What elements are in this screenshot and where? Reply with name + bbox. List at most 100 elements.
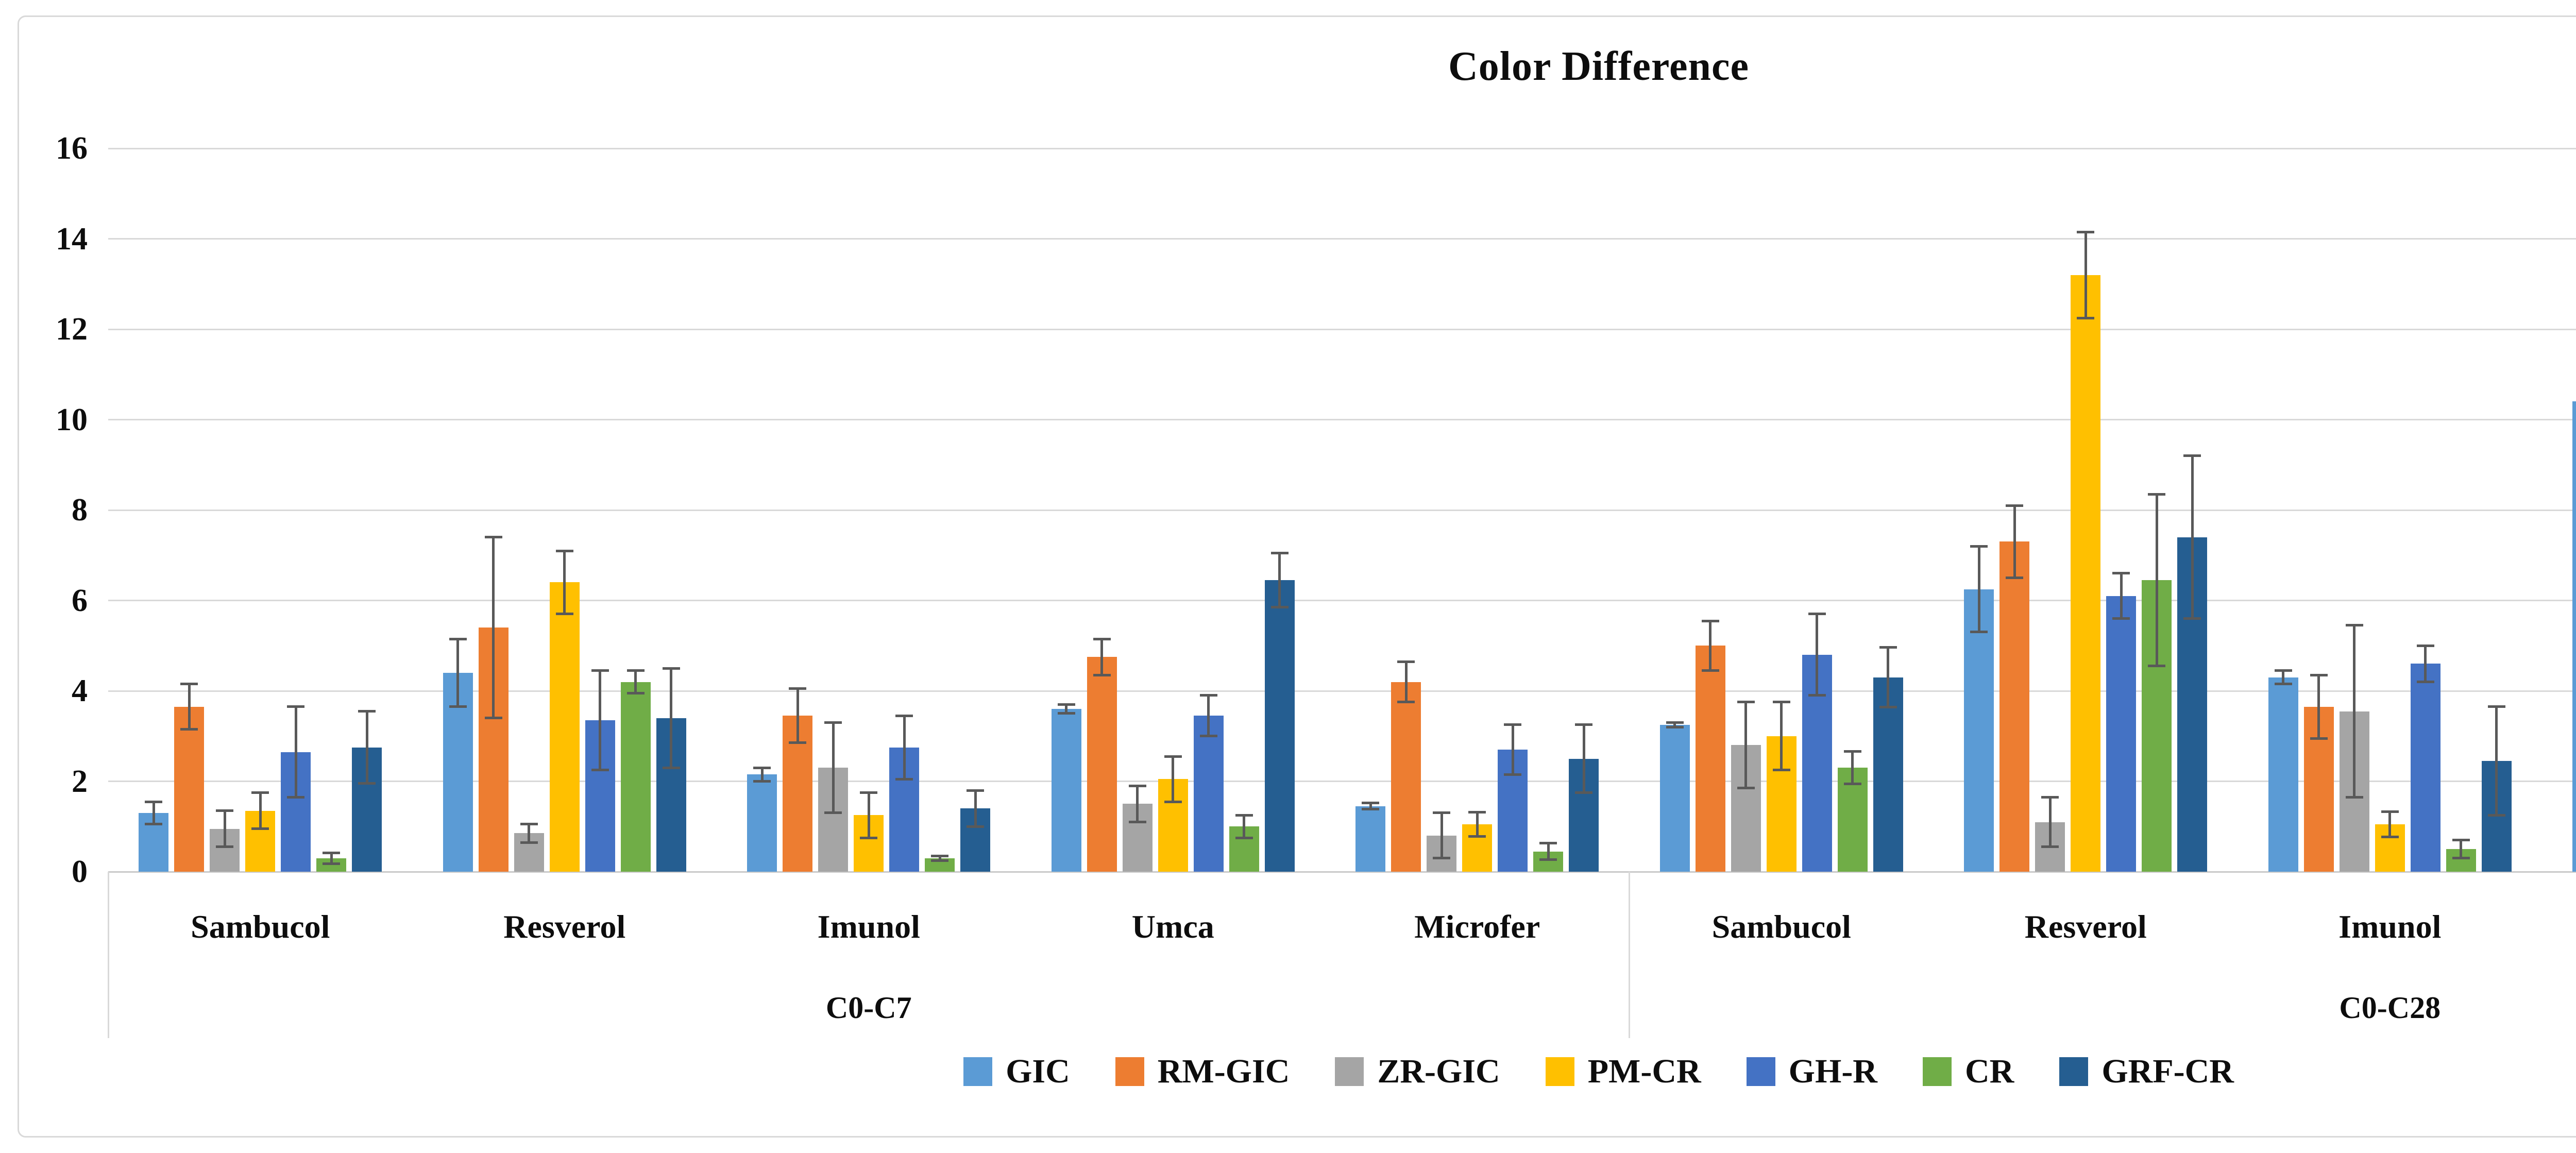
error-bar-GIC-C0-C7-Resverol xyxy=(456,639,460,707)
error-cap-top-RM-GIC-C0-C28-Resverol xyxy=(2006,504,2024,507)
error-cap-bottom-GIC-C0-C7-Resverol xyxy=(449,705,467,708)
category-label-C0-C7-Umca: Umca xyxy=(1131,908,1214,945)
error-cap-bottom-GIC-C0-C7-Sambucol xyxy=(145,823,163,826)
error-bar-GIC-C0-C7-Imunol xyxy=(760,768,764,782)
error-cap-top-GIC-C0-C7-Sambucol xyxy=(145,800,163,803)
gridline-8 xyxy=(108,509,2576,511)
error-cap-bottom-GRF-CR-C0-C7-Umca xyxy=(1270,606,1289,609)
error-cap-top-ZR-GIC-C0-C28-Sambucol xyxy=(1737,701,1755,704)
y-axis-tick-6: 6 xyxy=(72,583,88,618)
y-axis-tick-16: 16 xyxy=(56,131,88,166)
error-bar-RM-GIC-C0-C7-Sambucol xyxy=(188,684,191,730)
bar-GIC-C0-C7-Microfer xyxy=(1355,806,1386,872)
legend-label-GIC: GIC xyxy=(1006,1053,1070,1090)
error-bar-CR-C0-C7-Imunol xyxy=(938,856,941,861)
legend-label-CR: CR xyxy=(1964,1053,2014,1090)
error-bar-GIC-C0-C28-Sambucol xyxy=(1673,722,1676,727)
error-cap-top-GRF-CR-C0-C28-Resverol xyxy=(2183,454,2201,457)
legend-item-CR: CR xyxy=(1922,1052,2014,1091)
error-bar-ZR-GIC-C0-C7-Microfer xyxy=(1440,812,1443,858)
group-label-C0-C28: C0-C28 xyxy=(2339,991,2441,1025)
legend-label-PM-CR: PM-CR xyxy=(1587,1053,1701,1090)
y-axis-tick-14: 14 xyxy=(56,221,88,257)
error-cap-bottom-PM-CR-C0-C7-Resverol xyxy=(555,613,573,616)
error-cap-bottom-PM-CR-C0-C7-Microfer xyxy=(1468,835,1486,838)
error-cap-top-PM-CR-C0-C28-Resverol xyxy=(2077,230,2095,233)
error-bar-GH-R-C0-C7-Umca xyxy=(1207,695,1210,736)
error-bar-RM-GIC-C0-C7-Microfer xyxy=(1404,662,1408,702)
legend-item-GH-R: GH-R xyxy=(1746,1052,1877,1091)
error-cap-top-GH-R-C0-C7-Microfer xyxy=(1504,723,1522,726)
y-axis-tick-10: 10 xyxy=(56,402,88,437)
legend-swatch-RM-GIC xyxy=(1115,1057,1144,1086)
error-bar-PM-CR-C0-C7-Resverol xyxy=(563,551,566,614)
error-cap-top-ZR-GIC-C0-C28-Imunol xyxy=(2345,624,2363,627)
y-axis-tick-0: 0 xyxy=(72,854,88,889)
gridline-14 xyxy=(108,238,2576,240)
error-cap-bottom-GH-R-C0-C7-Imunol xyxy=(895,777,913,781)
error-cap-bottom-GRF-CR-C0-C7-Resverol xyxy=(662,766,680,769)
error-cap-top-CR-C0-C7-Sambucol xyxy=(323,851,341,854)
error-cap-bottom-GH-R-C0-C7-Sambucol xyxy=(287,795,305,799)
error-cap-top-RM-GIC-C0-C7-Resverol xyxy=(484,536,502,539)
y-axis-tick-8: 8 xyxy=(72,493,88,528)
category-label-C0-C28-Umca: Umca xyxy=(2542,908,2576,946)
error-bar-GIC-C0-C28-Imunol xyxy=(2282,670,2285,684)
error-bar-GH-R-C0-C7-Resverol xyxy=(599,670,602,770)
error-cap-bottom-GIC-C0-C7-Microfer xyxy=(1362,808,1380,811)
y-axis-tick-12: 12 xyxy=(56,312,88,347)
bar-GRF-CR-C0-C28-Sambucol xyxy=(1873,677,1903,872)
gridline-10 xyxy=(108,419,2576,420)
error-bar-CR-C0-C28-Sambucol xyxy=(1851,751,1854,784)
error-cap-top-GIC-C0-C7-Resverol xyxy=(449,637,467,640)
error-bar-GRF-CR-C0-C28-Sambucol xyxy=(1887,647,1890,707)
legend-label-ZR-GIC: ZR-GIC xyxy=(1377,1053,1500,1090)
error-bar-RM-GIC-C0-C7-Imunol xyxy=(796,688,799,743)
error-bar-ZR-GIC-C0-C28-Imunol xyxy=(2353,625,2356,798)
bar-RM-GIC-C0-C7-Umca xyxy=(1087,657,1117,872)
bar-GIC-C0-C28-Umca xyxy=(2572,401,2576,872)
error-bar-GH-R-C0-C7-Sambucol xyxy=(294,706,297,798)
legend-item-RM-GIC: RM-GIC xyxy=(1115,1052,1290,1091)
error-cap-bottom-CR-C0-C7-Umca xyxy=(1235,836,1253,839)
error-cap-bottom-ZR-GIC-C0-C28-Resverol xyxy=(2041,845,2059,849)
error-cap-bottom-ZR-GIC-C0-C7-Resverol xyxy=(520,841,538,844)
error-cap-top-GH-R-C0-C7-Resverol xyxy=(591,669,609,672)
error-bar-GIC-C0-C7-Umca xyxy=(1065,704,1068,714)
error-cap-top-GH-R-C0-C28-Resverol xyxy=(2112,572,2130,575)
error-cap-top-GRF-CR-C0-C7-Imunol xyxy=(967,789,985,792)
gridline-2 xyxy=(108,781,2576,782)
error-cap-top-GIC-C0-C7-Umca xyxy=(1057,703,1075,706)
error-cap-bottom-CR-C0-C28-Imunol xyxy=(2452,857,2470,860)
bar-GH-R-C0-C28-Resverol xyxy=(2106,596,2137,872)
legend-swatch-ZR-GIC xyxy=(1335,1057,1364,1086)
error-cap-bottom-GH-R-C0-C7-Resverol xyxy=(591,769,609,772)
legend-item-GIC: GIC xyxy=(963,1052,1070,1091)
legend-item-ZR-GIC: ZR-GIC xyxy=(1335,1052,1500,1091)
error-cap-top-GH-R-C0-C7-Sambucol xyxy=(287,705,305,708)
error-cap-top-PM-CR-C0-C7-Microfer xyxy=(1468,810,1486,813)
error-cap-bottom-ZR-GIC-C0-C7-Imunol xyxy=(824,811,842,815)
error-cap-top-PM-CR-C0-C7-Umca xyxy=(1164,755,1182,758)
bar-GIC-C0-C28-Resverol xyxy=(1964,589,1994,872)
error-bar-GRF-CR-C0-C7-Microfer xyxy=(1582,724,1585,793)
error-cap-bottom-PM-CR-C0-C7-Imunol xyxy=(860,836,878,839)
error-cap-bottom-GRF-CR-C0-C28-Sambucol xyxy=(1879,706,1897,709)
error-bar-PM-CR-C0-C7-Microfer xyxy=(1476,812,1479,837)
error-bar-ZR-GIC-C0-C28-Resverol xyxy=(2048,797,2052,847)
bar-RM-GIC-C0-C7-Microfer xyxy=(1391,682,1421,872)
bar-RM-GIC-C0-C7-Sambucol xyxy=(174,706,205,872)
y-axis-tick-4: 4 xyxy=(72,673,88,708)
x-axis-line xyxy=(108,871,2576,873)
error-cap-bottom-GRF-CR-C0-C28-Resverol xyxy=(2183,617,2201,620)
error-bar-GRF-CR-C0-C28-Resverol xyxy=(2191,455,2194,619)
bar-GH-R-C0-C7-Umca xyxy=(1193,716,1224,872)
legend-label-RM-GIC: RM-GIC xyxy=(1157,1053,1290,1090)
category-label-C0-C7-Microfer: Microfer xyxy=(1414,908,1540,945)
error-bar-GRF-CR-C0-C7-Umca xyxy=(1278,553,1281,607)
error-cap-bottom-GRF-CR-C0-C28-Imunol xyxy=(2487,813,2505,817)
group-label-C0-C7: C0-C7 xyxy=(825,991,912,1025)
error-cap-bottom-CR-C0-C7-Microfer xyxy=(1539,858,1557,861)
error-bar-GH-R-C0-C7-Microfer xyxy=(1511,724,1514,775)
